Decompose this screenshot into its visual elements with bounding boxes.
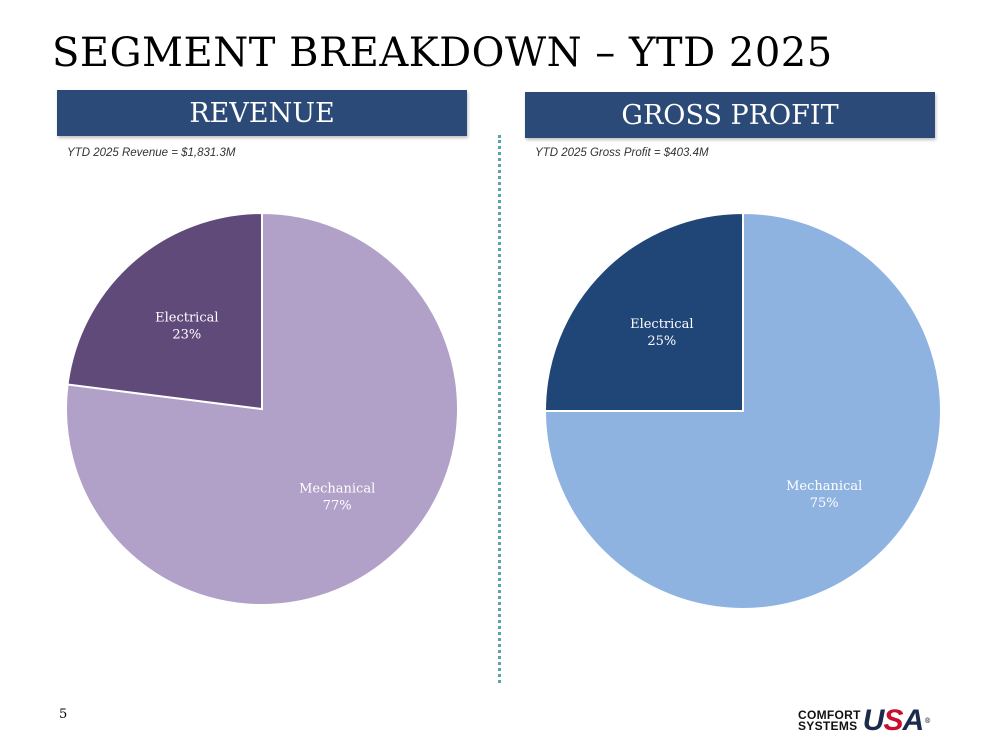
- panel-divider: [498, 135, 501, 683]
- pie-slice-mechanical: [65, 211, 459, 606]
- pie-label-name-electrical: Electrical: [630, 317, 693, 332]
- pie-slice-electrical: [66, 211, 263, 411]
- logo-mark-a: A: [902, 704, 924, 737]
- gross-profit-pie-chart: Mechanical 75% Electrical 25%: [543, 211, 942, 610]
- logo-mark-u: U: [862, 704, 885, 737]
- pie-label-name-electrical: Electrical: [155, 311, 218, 326]
- revenue-header: REVENUE: [57, 90, 467, 136]
- gross-profit-header: GROSS PROFIT: [525, 92, 935, 138]
- pie-label-name-mechanical: Mechanical: [299, 481, 375, 496]
- pie-slice-mechanical: [543, 211, 942, 610]
- pie-label-electrical: Electrical 25%: [630, 317, 693, 349]
- pie-label-name-mechanical: Mechanical: [786, 479, 862, 494]
- pie-label-value-electrical: 25%: [647, 334, 676, 349]
- revenue-pie-chart: Mechanical 77% Electrical 23%: [65, 211, 459, 606]
- comfort-systems-usa-logo: COMFORT SYSTEMS USA ®: [798, 704, 968, 738]
- logo-usa-mark: USA: [862, 704, 924, 738]
- pie-label-electrical: Electrical 23%: [155, 311, 218, 343]
- registered-mark: ®: [924, 717, 932, 725]
- logo-line-2: SYSTEMS: [798, 719, 858, 733]
- slide-title: SEGMENT BREAKDOWN – YTD 2025: [52, 30, 833, 76]
- logo-wordmark: COMFORT SYSTEMS: [798, 708, 861, 733]
- pie-label-mechanical: Mechanical 75%: [786, 479, 862, 511]
- pie-slice-electrical: [543, 211, 744, 412]
- pie-label-value-electrical: 23%: [172, 328, 201, 343]
- logo-line-1: COMFORT: [798, 708, 861, 722]
- pie-label-mechanical: Mechanical 77%: [299, 481, 375, 513]
- pie-label-value-mechanical: 75%: [810, 496, 839, 511]
- logo-mark-s: S: [883, 704, 903, 737]
- revenue-subtitle: YTD 2025 Revenue = $1,831.3M: [67, 147, 236, 159]
- page-number: 5: [59, 707, 68, 722]
- gross-profit-subtitle: YTD 2025 Gross Profit = $403.4M: [535, 147, 709, 159]
- pie-label-value-mechanical: 77%: [323, 498, 352, 513]
